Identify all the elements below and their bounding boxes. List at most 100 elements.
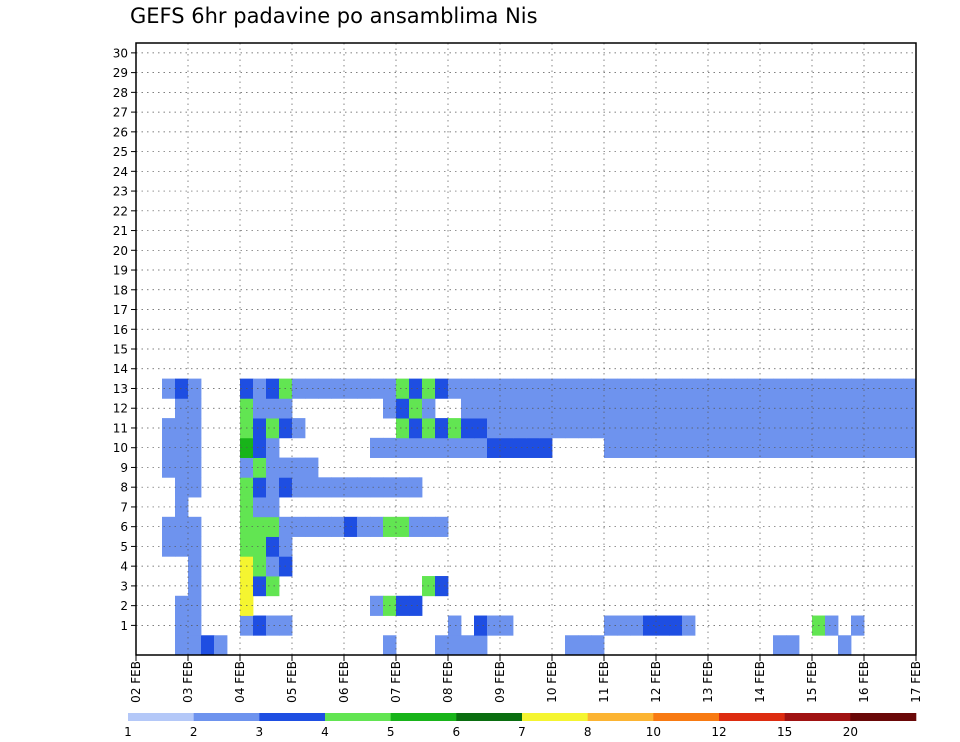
precip-cell <box>292 516 306 537</box>
precip-cell <box>266 516 280 537</box>
precip-cell <box>617 418 631 439</box>
precip-cell <box>448 437 462 458</box>
precip-cell <box>786 437 800 458</box>
x-tick-label: 12 FEB <box>649 661 663 703</box>
precip-cell <box>474 635 488 656</box>
precip-cell <box>695 378 709 399</box>
precip-cell <box>721 437 735 458</box>
precip-cell <box>461 378 475 399</box>
precip-cell <box>266 378 280 399</box>
y-tick-label: 26 <box>113 125 128 139</box>
precip-cell <box>877 398 891 419</box>
precip-cell <box>903 398 917 419</box>
x-tick-label: 10 FEB <box>545 661 559 703</box>
precip-cell <box>838 418 852 439</box>
precip-cell <box>266 437 280 458</box>
x-tick-label: 15 FEB <box>805 661 819 703</box>
precip-cell <box>292 457 306 478</box>
precip-cell <box>175 635 189 656</box>
precip-cell <box>591 635 605 656</box>
precip-cell <box>396 418 410 439</box>
precip-cell <box>448 635 462 656</box>
x-tick-label: 17 FEB <box>909 661 923 703</box>
y-tick-label: 19 <box>113 264 128 278</box>
precip-cell <box>500 398 514 419</box>
precip-cell <box>396 516 410 537</box>
x-tick-label: 09 FEB <box>493 661 507 703</box>
precip-cell <box>253 418 267 439</box>
precip-cell <box>266 497 280 518</box>
precip-cell <box>565 635 579 656</box>
x-tick-label: 05 FEB <box>285 661 299 703</box>
y-tick-label: 22 <box>113 204 128 218</box>
precip-cell <box>175 516 189 537</box>
precip-cell <box>188 398 202 419</box>
precip-cell <box>162 418 176 439</box>
legend-label: 5 <box>387 725 395 739</box>
precip-cell <box>305 477 319 498</box>
precip-cell <box>461 437 475 458</box>
legend-label: 6 <box>453 725 461 739</box>
y-tick-label: 6 <box>120 520 128 534</box>
precip-cell <box>253 477 267 498</box>
precip-cell <box>773 635 787 656</box>
precip-cell <box>604 615 618 636</box>
precip-cell <box>188 418 202 439</box>
grid-layer <box>135 43 917 655</box>
precip-cell <box>539 378 553 399</box>
precip-cell <box>409 378 423 399</box>
precip-cell <box>643 398 657 419</box>
legend-label: 1 <box>124 725 132 739</box>
precip-cell <box>448 615 462 636</box>
precip-cell <box>357 378 371 399</box>
legend-swatch <box>653 713 720 721</box>
y-tick-label: 11 <box>113 421 128 435</box>
precip-cell <box>838 635 852 656</box>
precip-cell <box>214 635 228 656</box>
precip-cell <box>175 497 189 518</box>
precip-cell <box>734 437 748 458</box>
precip-cell <box>877 437 891 458</box>
precip-cell <box>838 378 852 399</box>
x-tick-label: 08 FEB <box>441 661 455 703</box>
y-tick-label: 10 <box>113 441 128 455</box>
legend-swatch <box>193 713 260 721</box>
precip-cell <box>877 378 891 399</box>
precip-cell <box>162 516 176 537</box>
precip-cell <box>604 418 618 439</box>
precip-cell <box>357 477 371 498</box>
precip-cell <box>799 418 813 439</box>
precip-cell <box>409 437 423 458</box>
y-axis: 1234567891011121314151617181920212223242… <box>113 46 136 633</box>
legend-swatch <box>850 713 917 721</box>
precip-cell <box>370 477 384 498</box>
precip-cell <box>435 437 449 458</box>
precip-cell <box>682 378 696 399</box>
precip-cell <box>409 516 423 537</box>
precip-cell <box>591 378 605 399</box>
precip-cell <box>474 398 488 419</box>
precip-cell <box>396 437 410 458</box>
precip-cell <box>292 418 306 439</box>
legend-swatch <box>325 713 391 721</box>
y-tick-label: 12 <box>113 402 128 416</box>
precip-cell <box>539 398 553 419</box>
precip-cell <box>838 398 852 419</box>
precip-cell <box>175 477 189 498</box>
precip-cell <box>864 378 878 399</box>
precip-cell <box>188 556 202 577</box>
precip-cell <box>604 398 618 419</box>
precip-cell <box>474 437 488 458</box>
precip-cell <box>383 635 397 656</box>
x-axis: 02 FEB 03 FEB 04 FEB 05 FEB 06 FEB 07 FEB 08 F… <box>129 655 923 703</box>
precip-cell <box>539 437 553 458</box>
legend-label: 2 <box>190 725 198 739</box>
precip-cell <box>760 378 774 399</box>
precip-cell <box>643 418 657 439</box>
precip-cell <box>747 418 761 439</box>
y-tick-label: 5 <box>120 540 128 554</box>
legend-swatch <box>719 713 785 721</box>
precip-cell <box>513 418 527 439</box>
precip-cell <box>474 378 488 399</box>
y-tick-label: 20 <box>113 244 128 258</box>
